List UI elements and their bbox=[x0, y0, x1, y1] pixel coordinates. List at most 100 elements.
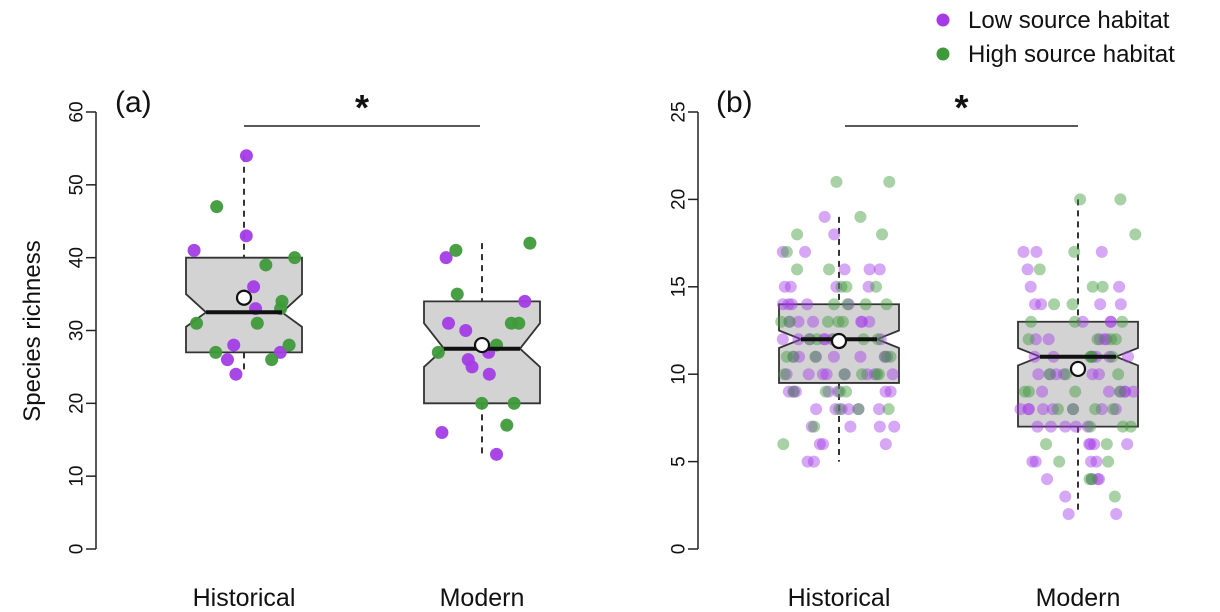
data-point-low-source bbox=[1067, 403, 1080, 416]
data-point-high-source bbox=[808, 420, 821, 433]
data-point-high-source bbox=[819, 385, 832, 398]
data-point-high-source bbox=[841, 298, 854, 311]
data-point-low-source bbox=[1084, 438, 1097, 451]
data-point-low-source bbox=[1127, 385, 1140, 398]
data-point-low-source bbox=[1044, 420, 1057, 433]
data-point-high-source bbox=[1085, 473, 1098, 486]
data-point-high-source bbox=[1116, 315, 1129, 328]
mean-marker bbox=[235, 289, 253, 306]
data-point-high-source bbox=[1074, 193, 1087, 206]
y-tick-label: 10 bbox=[669, 364, 690, 385]
data-point-high-source bbox=[783, 315, 796, 328]
data-point-low-source bbox=[490, 447, 504, 461]
data-point-low-source bbox=[862, 280, 875, 293]
data-point-low-source bbox=[801, 298, 814, 311]
data-point-high-source bbox=[836, 315, 849, 328]
data-point-low-source bbox=[1022, 403, 1035, 416]
data-point-high-source bbox=[838, 368, 851, 381]
data-point-low-source bbox=[1092, 368, 1105, 381]
data-point-low-source bbox=[1114, 385, 1127, 398]
data-point-low-source bbox=[1104, 315, 1117, 328]
data-point-low-source bbox=[816, 368, 829, 381]
data-point-low-source bbox=[807, 315, 820, 328]
data-point-low-source bbox=[844, 420, 857, 433]
data-point-high-source bbox=[871, 333, 884, 346]
data-point-low-source bbox=[1119, 385, 1132, 398]
data-point-high-source bbox=[1022, 333, 1035, 346]
data-point-low-source bbox=[1062, 508, 1075, 521]
data-point-low-source bbox=[828, 228, 841, 241]
data-point-high-source bbox=[778, 368, 791, 381]
data-point-low-source bbox=[1029, 333, 1042, 346]
data-point-high-source bbox=[1053, 455, 1066, 468]
data-point-high-source bbox=[1124, 420, 1137, 433]
data-point-low-source bbox=[886, 368, 899, 381]
data-point-low-source bbox=[780, 368, 793, 381]
y-tick-label: 0 bbox=[669, 544, 690, 555]
data-point-high-source bbox=[282, 338, 296, 352]
data-point-low-source bbox=[855, 315, 868, 328]
data-point-high-source bbox=[876, 228, 889, 241]
data-point-high-source bbox=[250, 316, 264, 330]
x-tick-label: Historical bbox=[193, 584, 296, 612]
x-tick-label: Historical bbox=[788, 584, 891, 612]
data-point-low-source bbox=[838, 263, 851, 276]
data-point-low-source bbox=[220, 353, 234, 367]
data-point-high-source bbox=[1129, 228, 1142, 241]
data-point-low-source bbox=[782, 385, 795, 398]
data-point-high-source bbox=[1033, 263, 1046, 276]
data-point-high-source bbox=[882, 403, 895, 416]
data-point-low-source bbox=[1086, 368, 1099, 381]
data-point-low-source bbox=[829, 403, 842, 416]
data-point-low-source bbox=[1093, 333, 1106, 346]
data-point-low-source bbox=[1109, 403, 1122, 416]
data-point-low-source bbox=[1031, 420, 1044, 433]
data-point-high-source bbox=[288, 251, 302, 265]
data-point-low-source bbox=[842, 298, 855, 311]
data-point-high-source bbox=[870, 280, 883, 293]
data-point-high-source bbox=[450, 287, 464, 301]
data-point-high-source bbox=[523, 236, 537, 250]
panel-a: 0 10 20 30 40 50 60 (a) * Historical Modern bbox=[67, 86, 541, 612]
data-point-low-source bbox=[863, 263, 876, 276]
x-tick-label: Modern bbox=[440, 584, 525, 612]
data-point-low-source bbox=[1081, 420, 1094, 433]
data-point-low-source bbox=[229, 367, 243, 381]
data-point-low-source bbox=[1042, 333, 1055, 346]
data-point-high-source bbox=[828, 298, 841, 311]
data-point-high-source bbox=[879, 350, 892, 363]
data-point-high-source bbox=[830, 175, 843, 188]
data-point-low-source bbox=[1091, 473, 1104, 486]
data-point-low-source bbox=[787, 350, 800, 363]
data-point-low-source bbox=[827, 350, 840, 363]
data-point-low-source bbox=[789, 385, 802, 398]
data-point-low-source bbox=[1118, 385, 1131, 398]
data-point-high-source bbox=[833, 385, 846, 398]
data-point-high-source bbox=[1018, 385, 1031, 398]
data-point-high-source bbox=[1068, 245, 1081, 258]
data-point-low-source bbox=[1100, 333, 1113, 346]
data-point-low-source bbox=[239, 229, 253, 243]
data-point-low-source bbox=[830, 280, 843, 293]
y-tick-label: 20 bbox=[669, 189, 690, 210]
data-point-low-source bbox=[518, 294, 532, 308]
data-point-high-source bbox=[883, 175, 896, 188]
data-point-low-source bbox=[861, 368, 874, 381]
data-point-low-source bbox=[784, 280, 797, 293]
data-point-high-source bbox=[852, 403, 865, 416]
data-point-low-source bbox=[1098, 333, 1111, 346]
data-point-low-source bbox=[873, 420, 886, 433]
data-point-low-source bbox=[247, 280, 261, 294]
data-point-low-source bbox=[1024, 280, 1037, 293]
data-point-low-source bbox=[1057, 368, 1070, 381]
data-point-high-source bbox=[209, 345, 223, 359]
data-point-low-source bbox=[1103, 385, 1116, 398]
data-point-low-source bbox=[1095, 403, 1108, 416]
data-point-high-source bbox=[259, 258, 273, 272]
data-point-high-source bbox=[780, 245, 793, 258]
data-point-low-source bbox=[1085, 473, 1098, 486]
data-point-high-source bbox=[507, 396, 521, 410]
data-point-high-source bbox=[1059, 368, 1072, 381]
y-tick-label: 40 bbox=[67, 247, 88, 268]
